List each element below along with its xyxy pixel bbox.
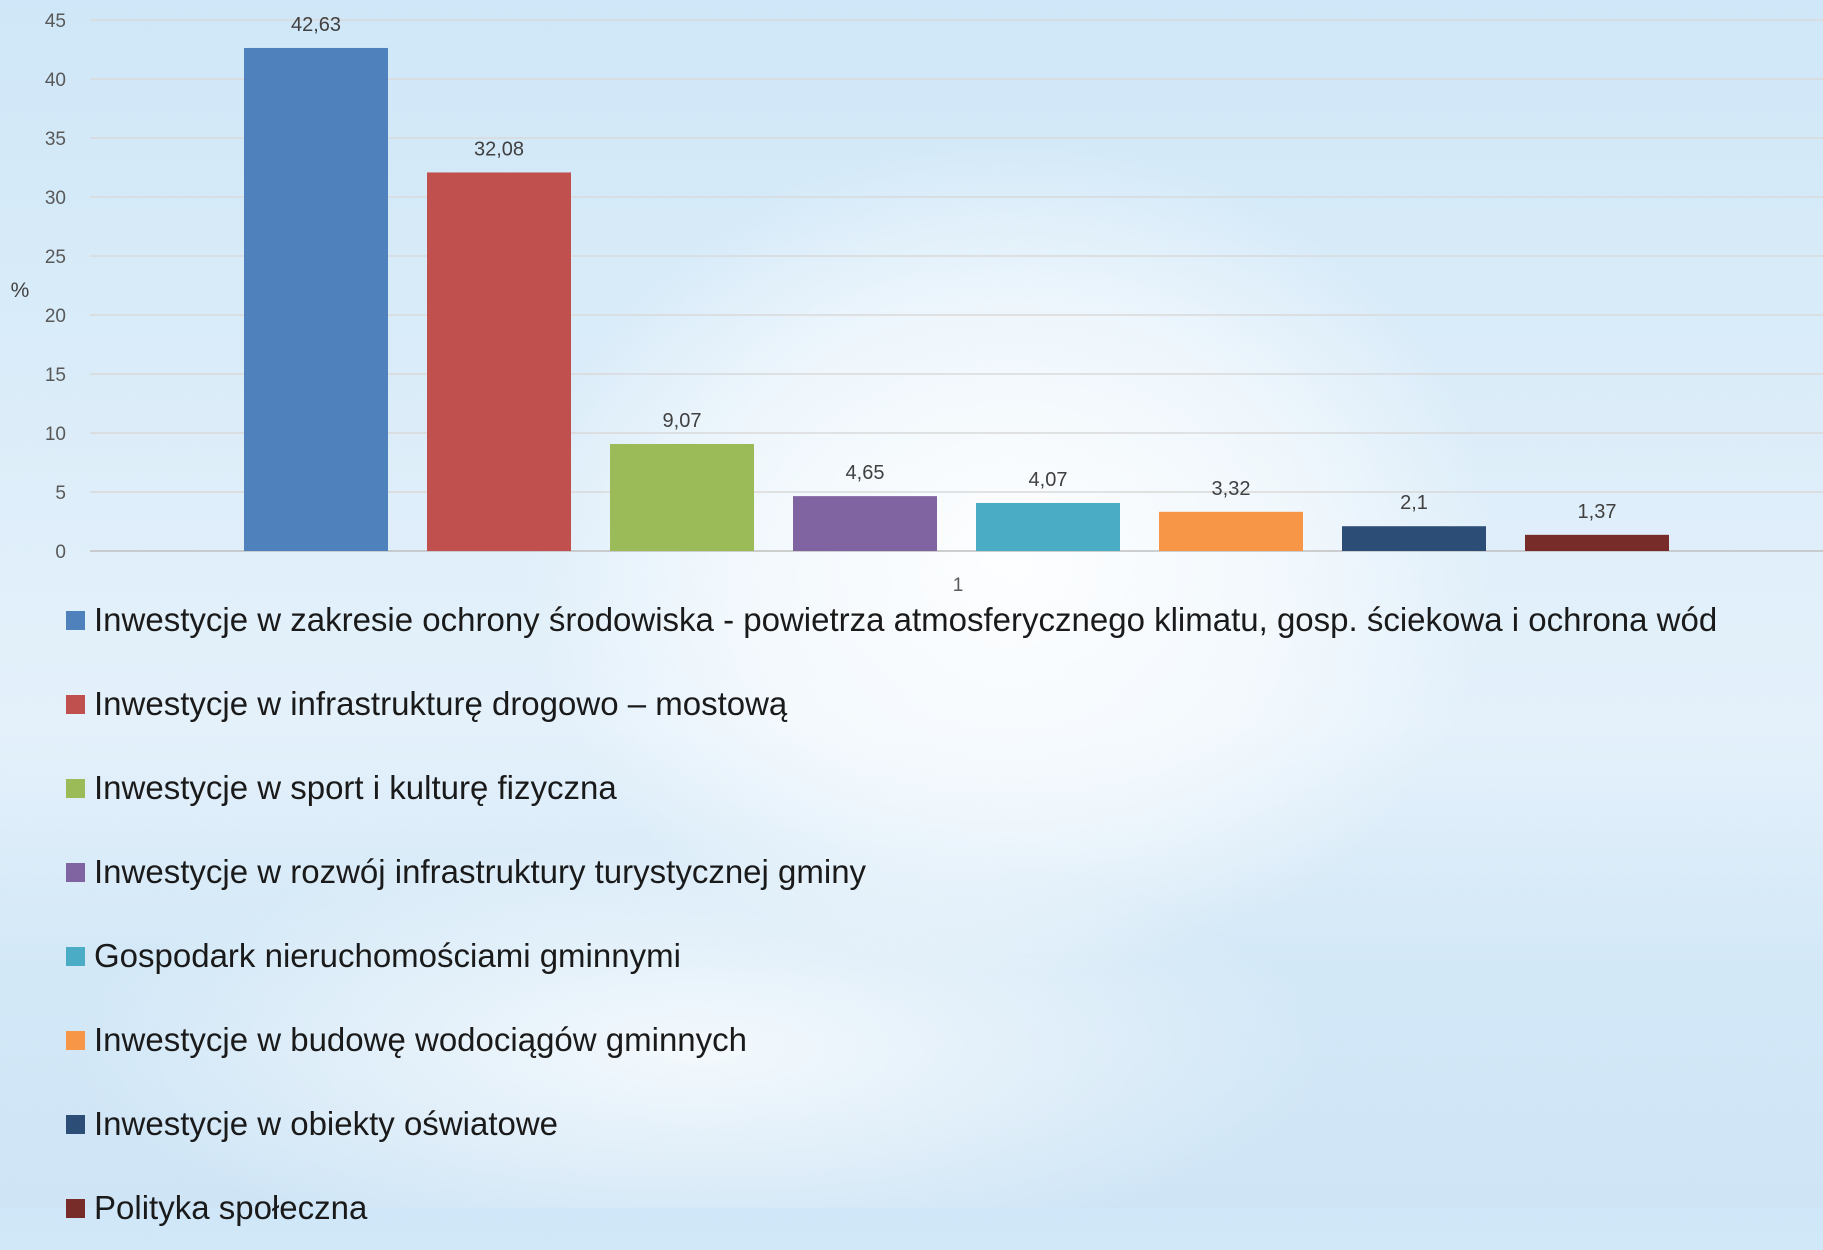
legend-item-6: Inwestycje w budowę wodociągów gminnych bbox=[66, 998, 1806, 1082]
data-label-1: 42,63 bbox=[291, 14, 341, 36]
legend-swatch bbox=[66, 1030, 85, 1050]
legend-label: Inwestycje w rozwój infrastruktury turys… bbox=[94, 853, 867, 890]
legend-swatch bbox=[66, 946, 85, 966]
data-label-8: 1,37 bbox=[1578, 501, 1617, 523]
bar-3 bbox=[610, 443, 754, 551]
y-tick-label: 45 bbox=[45, 11, 66, 32]
legend-item-4: Inwestycje w rozwój infrastruktury turys… bbox=[66, 830, 1806, 914]
legend-item-8: Polityka społeczna bbox=[66, 1166, 1806, 1250]
legend-label: Inwestycje w budowę wodociągów gminnych bbox=[94, 1021, 748, 1058]
legend-label: Inwestycje w obiekty oświatowe bbox=[94, 1105, 559, 1142]
bar-4 bbox=[793, 496, 937, 551]
data-label-2: 32,08 bbox=[474, 138, 524, 160]
legend-swatch bbox=[66, 694, 85, 714]
legend: Inwestycje w zakresie ochrony środowiska… bbox=[66, 578, 1806, 1250]
y-tick-label: 5 bbox=[55, 483, 66, 504]
y-tick-label: 25 bbox=[45, 247, 66, 268]
y-axis-ticks: 0 5 10 15 20 25 30 35 40 45 bbox=[45, 11, 66, 563]
y-tick-label: 15 bbox=[45, 365, 66, 386]
y-axis-label: % bbox=[11, 279, 30, 302]
legend-item-3: Inwestycje w sport i kulturę fizyczna bbox=[66, 746, 1806, 830]
data-label-7: 2,1 bbox=[1400, 492, 1428, 514]
y-tick-label: 30 bbox=[45, 188, 66, 209]
data-label-4: 4,65 bbox=[846, 462, 885, 484]
bars bbox=[244, 47, 1669, 551]
y-tick-label: 20 bbox=[45, 306, 66, 327]
legend-label: Inwestycje w zakresie ochrony środowiska… bbox=[94, 601, 1718, 638]
bar-7 bbox=[1342, 526, 1486, 551]
data-label-6: 3,32 bbox=[1212, 478, 1251, 500]
data-label-5: 4,07 bbox=[1029, 469, 1068, 491]
legend-item-1: Inwestycje w zakresie ochrony środowiska… bbox=[66, 578, 1806, 662]
bar-6 bbox=[1159, 511, 1303, 551]
y-tick-label: 10 bbox=[45, 424, 66, 445]
legend-item-2: Inwestycje w infrastrukturę drogowo – mo… bbox=[66, 662, 1806, 746]
bar-2 bbox=[427, 172, 571, 551]
legend-swatch bbox=[66, 778, 85, 798]
legend-swatch bbox=[66, 610, 85, 630]
data-label-3: 9,07 bbox=[663, 410, 702, 432]
bar-1 bbox=[244, 47, 388, 551]
legend-label: Inwestycje w infrastrukturę drogowo – mo… bbox=[94, 685, 788, 722]
y-tick-label: 35 bbox=[45, 129, 66, 150]
legend-item-5: Gospodark nieruchomościami gminnymi bbox=[66, 914, 1806, 998]
legend-item-7: Inwestycje w obiekty oświatowe bbox=[66, 1082, 1806, 1166]
legend-swatch bbox=[66, 1198, 85, 1218]
x-tick-label: 1 bbox=[953, 575, 964, 596]
bar-8 bbox=[1525, 534, 1669, 551]
y-tick-label: 40 bbox=[45, 70, 66, 91]
legend-label: Polityka społeczna bbox=[94, 1189, 368, 1226]
legend-label: Gospodark nieruchomościami gminnymi bbox=[94, 937, 681, 974]
legend-label: Inwestycje w sport i kulturę fizyczna bbox=[94, 769, 617, 806]
data-labels: 42,63 32,08 9,07 4,65 4,07 3,32 2,1 1,37 bbox=[291, 14, 1617, 523]
bar-5 bbox=[976, 502, 1120, 551]
legend-swatch bbox=[66, 862, 85, 882]
y-tick-label: 0 bbox=[55, 542, 66, 563]
bar-chart: 0 5 10 15 20 25 30 35 40 45 42,63 32,08 9,07 4,65 4,0… bbox=[11, 11, 1823, 596]
legend-swatch bbox=[66, 1114, 85, 1134]
